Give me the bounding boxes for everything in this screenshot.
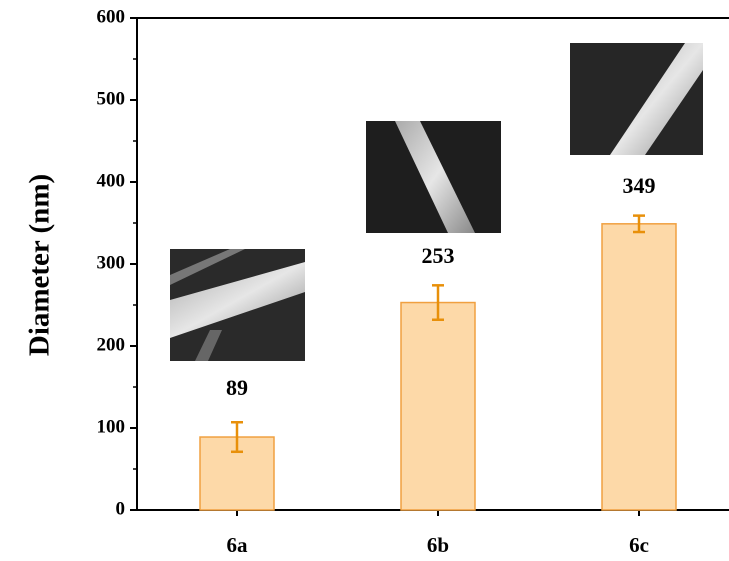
y-tick-label: 300 bbox=[97, 252, 126, 273]
page: Diameter (nm) 0 100 200 300 400 500 600 6a 89 6b 2… bbox=[0, 0, 729, 561]
y-axis-label: Diameter (nm) bbox=[24, 174, 56, 356]
y-tick-label: 100 bbox=[97, 416, 126, 437]
bar bbox=[602, 224, 676, 510]
data-label: 349 bbox=[623, 173, 656, 198]
data-label: 89 bbox=[226, 375, 248, 400]
inset-image-6b bbox=[366, 121, 501, 233]
data-label: 253 bbox=[422, 243, 455, 268]
chart: Diameter (nm) 0 100 200 300 400 500 600 6a 89 6b 2… bbox=[0, 0, 729, 561]
bar bbox=[401, 303, 475, 510]
x-tick-label: 6c bbox=[629, 533, 649, 557]
y-tick-label: 0 bbox=[116, 498, 126, 519]
inset-image-6a bbox=[170, 249, 305, 361]
inset-image-6c bbox=[570, 43, 703, 155]
x-tick-label: 6a bbox=[227, 533, 249, 557]
y-tick-label: 600 bbox=[97, 6, 126, 27]
x-tick-label: 6b bbox=[427, 533, 449, 557]
y-tick-label: 200 bbox=[97, 334, 126, 355]
y-tick-label: 400 bbox=[97, 170, 126, 191]
y-tick-label: 500 bbox=[97, 88, 126, 109]
